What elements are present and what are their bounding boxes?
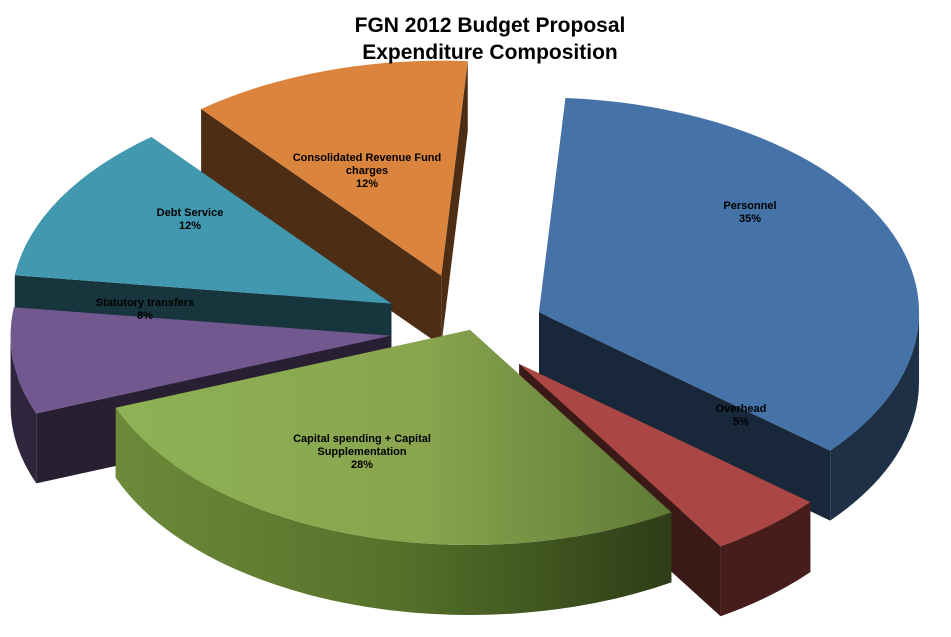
slice-name: Debt Service <box>156 207 224 219</box>
slice-value: 12% <box>178 220 202 232</box>
slice-rim <box>10 335 37 484</box>
pie-slice-crf <box>201 60 468 346</box>
slice-label-debt: Debt Service 12% <box>144 207 236 233</box>
slice-name: Overhead <box>715 403 767 415</box>
slice-wall-end <box>539 312 831 521</box>
slice-value: 28% <box>350 459 374 471</box>
slice-name: Consolidated Revenue Fund charges <box>292 152 442 177</box>
slice-label-statutory: Statutory transfers 8% <box>84 297 206 323</box>
slice-value: 8% <box>137 310 153 322</box>
slice-wall-end <box>441 61 468 346</box>
slice-name: Personnel <box>723 200 777 212</box>
slice-value: 35% <box>738 213 762 225</box>
slice-top <box>115 330 672 545</box>
slice-top <box>14 137 392 304</box>
slice-label-personnel: Personnel 35% <box>690 200 810 226</box>
slice-label-capital: Capital spending + Capital Supplementati… <box>272 433 452 472</box>
slice-name: Capital spending + Capital Supplementati… <box>293 433 431 458</box>
slice-label-crf: Consolidated Revenue Fund charges 12% <box>277 152 457 191</box>
pie-slice-capital <box>115 330 672 615</box>
slice-top <box>539 97 920 451</box>
slice-rim <box>830 312 920 521</box>
chart-title-line-2: Expenditure Composition <box>362 41 618 64</box>
slice-value: 12% <box>355 178 379 190</box>
slice-top <box>201 60 468 276</box>
slice-label-overhead: Overhead 5% <box>686 403 796 429</box>
pie-slice-personnel <box>539 97 920 521</box>
slice-rim <box>720 502 811 617</box>
slice-wall-start <box>201 109 442 346</box>
slice-value: 5% <box>733 416 749 428</box>
slice-rim <box>115 407 672 615</box>
chart-title: FGN 2012 Budget Proposal Expenditure Com… <box>300 12 680 66</box>
slice-top <box>519 363 811 547</box>
slice-top <box>10 307 391 414</box>
pie-slices <box>10 60 920 617</box>
chart-title-line-1: FGN 2012 Budget Proposal <box>354 14 626 37</box>
slice-name: Statutory transfers <box>95 297 195 309</box>
